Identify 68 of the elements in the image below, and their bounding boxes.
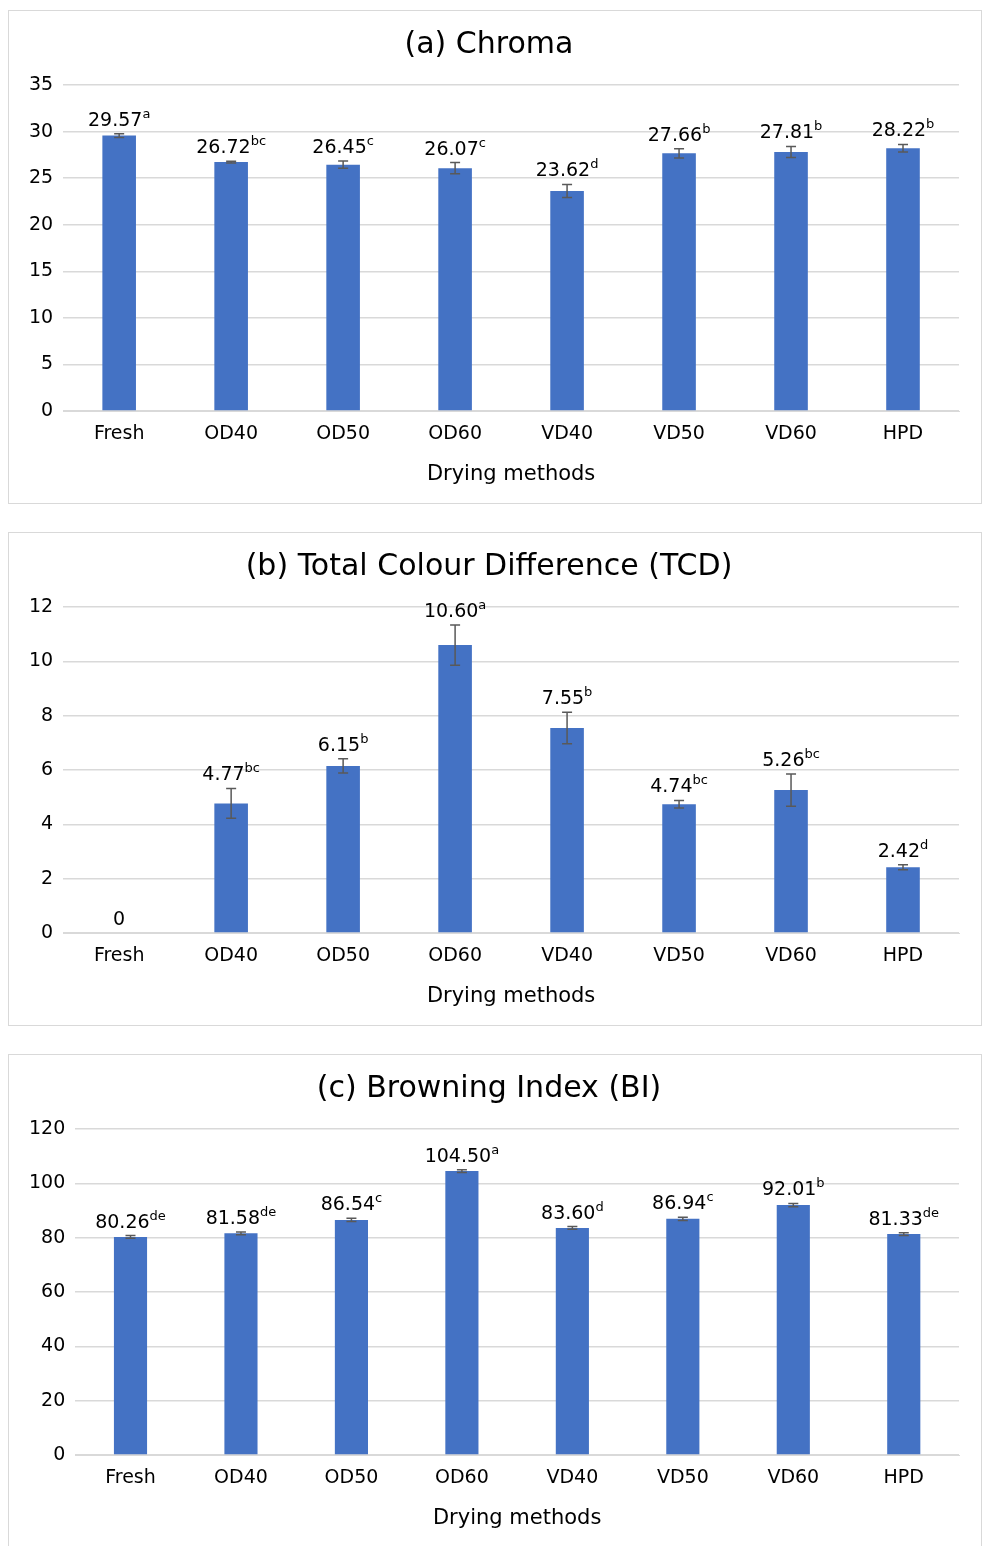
- bar: [445, 1171, 479, 1455]
- x-tick-label: HPD: [882, 943, 924, 966]
- bar: [887, 1234, 921, 1455]
- y-tick-label: 12: [28, 593, 54, 616]
- y-tick-label: 120: [29, 1115, 66, 1138]
- x-tick-label: OD50: [316, 421, 370, 444]
- y-tick-label: 30: [28, 118, 54, 141]
- bar: [666, 1218, 700, 1455]
- y-tick-label: 20: [28, 211, 54, 234]
- x-axis-title: Drying methods: [432, 1504, 602, 1529]
- x-tick-label: VD60: [765, 943, 817, 966]
- x-tick-label: OD40: [214, 1465, 268, 1488]
- x-tick-label: HPD: [882, 421, 924, 444]
- x-tick-label: OD60: [435, 1465, 489, 1488]
- bar: [555, 1227, 589, 1455]
- bar: [334, 1219, 368, 1455]
- x-axis-title: Drying methods: [426, 460, 596, 485]
- x-tick-label: OD60: [428, 943, 482, 966]
- x-tick-label: OD60: [428, 421, 482, 444]
- x-tick-label: VD50: [653, 421, 705, 444]
- chart-title: (b) Total Colour Difference (TCD): [245, 546, 733, 582]
- y-tick-label: 5: [41, 351, 54, 374]
- chart-title: (a) Chroma: [404, 24, 574, 60]
- bar: [113, 1236, 148, 1455]
- y-tick-label: 35: [28, 71, 54, 94]
- y-tick-label: 100: [29, 1170, 66, 1193]
- x-tick-label: OD40: [204, 943, 259, 966]
- y-tick-label: 80: [41, 1224, 66, 1247]
- x-axis-title: Drying methods: [426, 982, 596, 1007]
- y-tick-label: 0: [53, 1441, 66, 1464]
- x-tick-label: Fresh: [105, 1465, 156, 1488]
- x-tick-label: OD50: [316, 943, 370, 966]
- x-tick-label: VD40: [546, 1465, 599, 1488]
- y-tick-label: 8: [41, 702, 54, 725]
- x-tick-label: VD50: [656, 1465, 709, 1488]
- y-tick-label: 4: [41, 811, 54, 834]
- bar: [662, 804, 696, 933]
- x-tick-label: HPD: [883, 1465, 924, 1488]
- x-tick-label: OD40: [204, 421, 259, 444]
- bar: [438, 645, 472, 933]
- bar: [214, 803, 248, 933]
- y-tick-label: 10: [28, 304, 54, 327]
- bar: [774, 790, 808, 933]
- bar: [776, 1205, 810, 1455]
- bar: [326, 765, 360, 933]
- x-tick-label: Fresh: [93, 421, 145, 444]
- x-tick-label: VD40: [541, 421, 593, 444]
- y-tick-label: 15: [28, 258, 54, 281]
- bar: [886, 867, 920, 933]
- bar: [224, 1233, 258, 1455]
- y-tick-label: 60: [41, 1278, 66, 1301]
- x-tick-label: VD60: [765, 421, 817, 444]
- chart-title: (c) Browning Index (BI): [316, 1068, 662, 1104]
- y-tick-label: 25: [28, 165, 54, 188]
- bar: [550, 727, 584, 933]
- data-label: 0: [113, 907, 126, 929]
- y-tick-label: 40: [41, 1333, 66, 1356]
- y-tick-label: 6: [41, 756, 54, 779]
- y-tick-label: 20: [41, 1387, 66, 1410]
- x-tick-label: VD40: [541, 943, 593, 966]
- x-tick-label: VD60: [767, 1465, 820, 1488]
- y-tick-label: 0: [41, 919, 54, 942]
- y-tick-label: 0: [41, 397, 54, 420]
- x-tick-label: OD50: [324, 1465, 379, 1488]
- y-tick-label: 2: [41, 865, 54, 888]
- y-tick-label: 10: [28, 648, 54, 671]
- x-tick-label: Fresh: [93, 943, 145, 966]
- x-tick-label: VD50: [653, 943, 705, 966]
